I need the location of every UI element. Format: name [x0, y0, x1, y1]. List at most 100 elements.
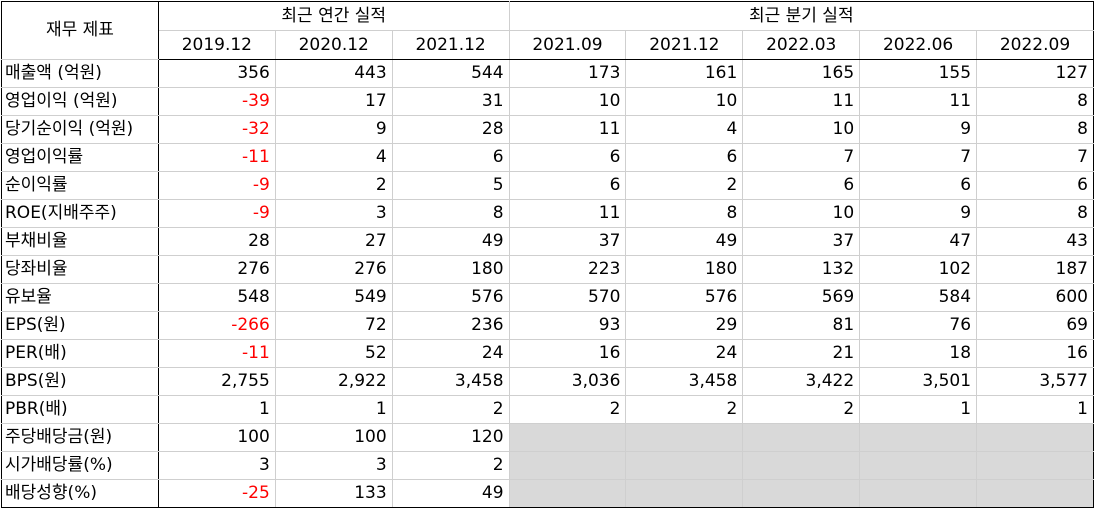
value-cell: 2 — [742, 395, 861, 424]
value-cell: 6 — [508, 171, 627, 200]
value-cell: 49 — [391, 479, 510, 508]
period-header: 2021.09 — [508, 30, 627, 60]
empty-cell — [508, 451, 627, 480]
value-cell: 3,458 — [625, 367, 744, 396]
table-row: 유보율 548 549 576 570 576 569 584 600 — [1, 283, 1094, 312]
value-cell: 28 — [157, 227, 276, 256]
value-cell: 223 — [508, 255, 627, 284]
value-cell: -11 — [157, 339, 276, 368]
period-header: 2021.12 — [391, 30, 510, 60]
value-cell: 180 — [625, 255, 744, 284]
header-period-row: 2019.12 2020.12 2021.12 2021.09 2021.12 … — [2, 30, 1094, 60]
row-label: 매출액 (억원) — [1, 59, 159, 88]
value-cell: 10 — [742, 115, 861, 144]
value-cell: 356 — [157, 59, 276, 88]
value-cell: 3,458 — [391, 367, 510, 396]
value-cell: -11 — [157, 143, 276, 172]
annual-group-header: 최근 연간 실적 — [157, 1, 510, 31]
table-row: 당좌비율 276 276 180 223 180 132 102 187 — [1, 255, 1094, 284]
value-cell: 9 — [859, 115, 978, 144]
row-label: PBR(배) — [1, 395, 159, 424]
value-cell: 2 — [391, 451, 510, 480]
empty-cell — [742, 479, 861, 508]
period-header: 2022.09 — [976, 30, 1094, 60]
value-cell: 11 — [508, 199, 627, 228]
value-cell: 93 — [508, 311, 627, 340]
value-cell: 180 — [391, 255, 510, 284]
value-cell: 1 — [859, 395, 978, 424]
value-cell: 10 — [742, 199, 861, 228]
table-header: 재무 제표 최근 연간 실적 최근 분기 실적 2019.12 2020.12 … — [1, 1, 1094, 60]
financial-statements-table: 재무 제표 최근 연간 실적 최근 분기 실적 2019.12 2020.12 … — [1, 1, 1094, 508]
empty-cell — [625, 451, 744, 480]
table-row: BPS(원) 2,755 2,922 3,458 3,036 3,458 3,422 3,50… — [1, 367, 1094, 396]
quarter-group-header: 최근 분기 실적 — [508, 1, 1094, 31]
value-cell: 276 — [274, 255, 393, 284]
value-cell: 6 — [976, 171, 1094, 200]
value-cell: 2 — [391, 395, 510, 424]
value-cell: 102 — [859, 255, 978, 284]
empty-cell — [742, 423, 861, 452]
value-cell: 2 — [508, 395, 627, 424]
empty-cell — [976, 479, 1094, 508]
row-label: 순이익률 — [1, 171, 159, 200]
value-cell: 8 — [625, 199, 744, 228]
value-cell: 443 — [274, 59, 393, 88]
table-row: 당기순이익 (억원) -32 9 28 11 4 10 9 8 — [1, 115, 1094, 144]
value-cell: 11 — [742, 87, 861, 116]
value-cell: 24 — [625, 339, 744, 368]
table-row: 주당배당금(원) 100 100 120 — [1, 423, 1094, 452]
table-row: PER(배) -11 52 24 16 24 21 18 16 — [1, 339, 1094, 368]
value-cell: 2 — [625, 171, 744, 200]
table-row: 매출액 (억원) 356 443 544 173 161 165 155 127 — [1, 59, 1094, 88]
value-cell: 6 — [625, 143, 744, 172]
value-cell: -9 — [157, 199, 276, 228]
value-cell: -9 — [157, 171, 276, 200]
empty-cell — [625, 423, 744, 452]
empty-cell — [859, 451, 978, 480]
value-cell: 2,922 — [274, 367, 393, 396]
value-cell: 24 — [391, 339, 510, 368]
value-cell: 18 — [859, 339, 978, 368]
value-cell: 2,755 — [157, 367, 276, 396]
table-row: PBR(배) 1 1 2 2 2 2 1 1 — [1, 395, 1094, 424]
period-header: 2022.03 — [742, 30, 861, 60]
empty-cell — [976, 423, 1094, 452]
table-row: 순이익률 -9 2 5 6 2 6 6 6 — [1, 171, 1094, 200]
value-cell: 6 — [742, 171, 861, 200]
empty-cell — [859, 423, 978, 452]
value-cell: 43 — [976, 227, 1094, 256]
value-cell: 7 — [742, 143, 861, 172]
row-label: 영업이익 (억원) — [1, 87, 159, 116]
value-cell: -25 — [157, 479, 276, 508]
value-cell: 4 — [625, 115, 744, 144]
value-cell: 8 — [976, 199, 1094, 228]
value-cell: 29 — [625, 311, 744, 340]
value-cell: 10 — [625, 87, 744, 116]
value-cell: 81 — [742, 311, 861, 340]
value-cell: -39 — [157, 87, 276, 116]
value-cell: 236 — [391, 311, 510, 340]
value-cell: 5 — [391, 171, 510, 200]
value-cell: 2 — [625, 395, 744, 424]
value-cell: 187 — [976, 255, 1094, 284]
value-cell: 16 — [508, 339, 627, 368]
value-cell: 11 — [859, 87, 978, 116]
value-cell: 11 — [508, 115, 627, 144]
value-cell: 10 — [508, 87, 627, 116]
value-cell: 28 — [391, 115, 510, 144]
value-cell: 544 — [391, 59, 510, 88]
table-row: 시가배당률(%) 3 3 2 — [1, 451, 1094, 480]
value-cell: 161 — [625, 59, 744, 88]
corner-label: 재무 제표 — [1, 1, 159, 60]
period-header: 2021.12 — [625, 30, 744, 60]
value-cell: 100 — [274, 423, 393, 452]
row-label: 시가배당률(%) — [1, 451, 159, 480]
value-cell: 69 — [976, 311, 1094, 340]
value-cell: -32 — [157, 115, 276, 144]
empty-cell — [859, 479, 978, 508]
value-cell: 37 — [742, 227, 861, 256]
value-cell: 165 — [742, 59, 861, 88]
value-cell: 6 — [859, 171, 978, 200]
value-cell: 76 — [859, 311, 978, 340]
